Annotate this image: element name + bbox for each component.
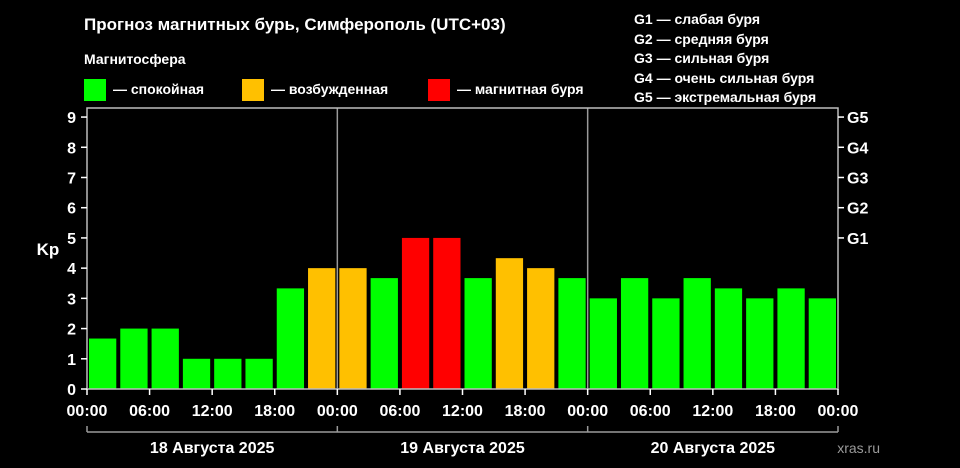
- kp-bar: [683, 278, 711, 389]
- legend-swatch-active: [242, 79, 264, 101]
- g-scale-item-g4: G4 — очень сильная буря: [634, 69, 815, 86]
- x-tick-label: 18:00: [755, 403, 796, 420]
- legend-label-active: — возбужденная: [271, 81, 389, 97]
- g-scale-item-g5: G5 — экстремальная буря: [634, 89, 817, 105]
- x-tick-label: 12:00: [192, 403, 233, 420]
- y-tick-label: 8: [67, 140, 76, 157]
- kp-bar: [433, 237, 461, 389]
- kp-bar: [527, 268, 555, 389]
- g-tick-label: G2: [847, 201, 868, 218]
- g-tick-label: G5: [847, 110, 868, 127]
- kp-bar: [214, 358, 242, 389]
- x-tick-label: 18:00: [254, 403, 295, 420]
- kp-bar: [308, 268, 336, 389]
- g-scale-item-g1: G1 — слабая буря: [634, 11, 761, 27]
- legend-label-quiet: — спокойная: [113, 81, 205, 97]
- y-tick-label: 1: [67, 352, 76, 369]
- y-tick-label: 3: [67, 291, 76, 308]
- kp-bar: [464, 278, 492, 389]
- y-tick-label: 9: [67, 110, 76, 127]
- kp-bar: [808, 298, 836, 389]
- g-tick-label: G1: [847, 231, 868, 248]
- y-tick-label: 2: [67, 322, 76, 339]
- x-tick-label: 00:00: [818, 403, 859, 420]
- x-tick-label: 00:00: [67, 403, 108, 420]
- g-tick-label: G4: [847, 140, 868, 157]
- kp-bar: [276, 288, 305, 389]
- kp-bar: [339, 268, 367, 389]
- legend-swatch-storm: [428, 79, 450, 101]
- kp-bar: [120, 328, 148, 389]
- x-tick-label: 06:00: [379, 403, 420, 420]
- y-tick-label: 4: [67, 261, 76, 278]
- kp-bar: [714, 288, 743, 389]
- x-tick-label: 18:00: [505, 403, 546, 420]
- legend-swatch-quiet: [84, 79, 106, 101]
- watermark: xras.ru: [837, 440, 880, 456]
- g-scale-legend: G1 — слабая буря G2 — средняя буря G3 — …: [634, 10, 816, 108]
- kp-bar: [777, 288, 805, 389]
- kp-bar: [245, 358, 273, 389]
- day-label: 18 Августа 2025: [150, 440, 275, 457]
- chart-title: Прогноз магнитных бурь, Симферополь (UTC…: [84, 15, 506, 34]
- day-label: 20 Августа 2025: [651, 440, 776, 457]
- y-tick-label: 6: [67, 201, 76, 218]
- kp-bar: [746, 298, 774, 389]
- kp-bar: [495, 258, 524, 389]
- kp-bar: [89, 338, 117, 389]
- kp-bar: [151, 328, 179, 389]
- kp-bar: [370, 278, 398, 389]
- kp-bar: [652, 298, 680, 389]
- x-tick-label: 00:00: [317, 403, 358, 420]
- x-tick-label: 00:00: [567, 403, 608, 420]
- kp-bar: [182, 358, 211, 389]
- kp-bar: [401, 237, 430, 389]
- x-tick-label: 06:00: [630, 403, 671, 420]
- g-scale-item-g2: G2 — средняя буря: [634, 30, 769, 47]
- y-tick-label: 5: [67, 231, 76, 248]
- g-tick-label: G3: [847, 170, 868, 187]
- g-scale-item-g3: G3 — сильная буря: [634, 50, 770, 66]
- x-tick-label: 12:00: [442, 403, 483, 420]
- kp-bar: [620, 278, 649, 389]
- y-tick-label: 0: [67, 382, 76, 399]
- x-tick-label: 06:00: [129, 403, 170, 420]
- legend-caption: Магнитосфера: [84, 51, 186, 67]
- x-tick-label: 12:00: [692, 403, 733, 420]
- y-tick-label: 7: [67, 170, 76, 187]
- kp-bar: [558, 278, 586, 389]
- kp-bar: [589, 298, 617, 389]
- legend-label-storm: — магнитная буря: [457, 81, 584, 97]
- y-axis-label: Kp: [37, 240, 60, 259]
- day-label: 19 Августа 2025: [400, 440, 525, 457]
